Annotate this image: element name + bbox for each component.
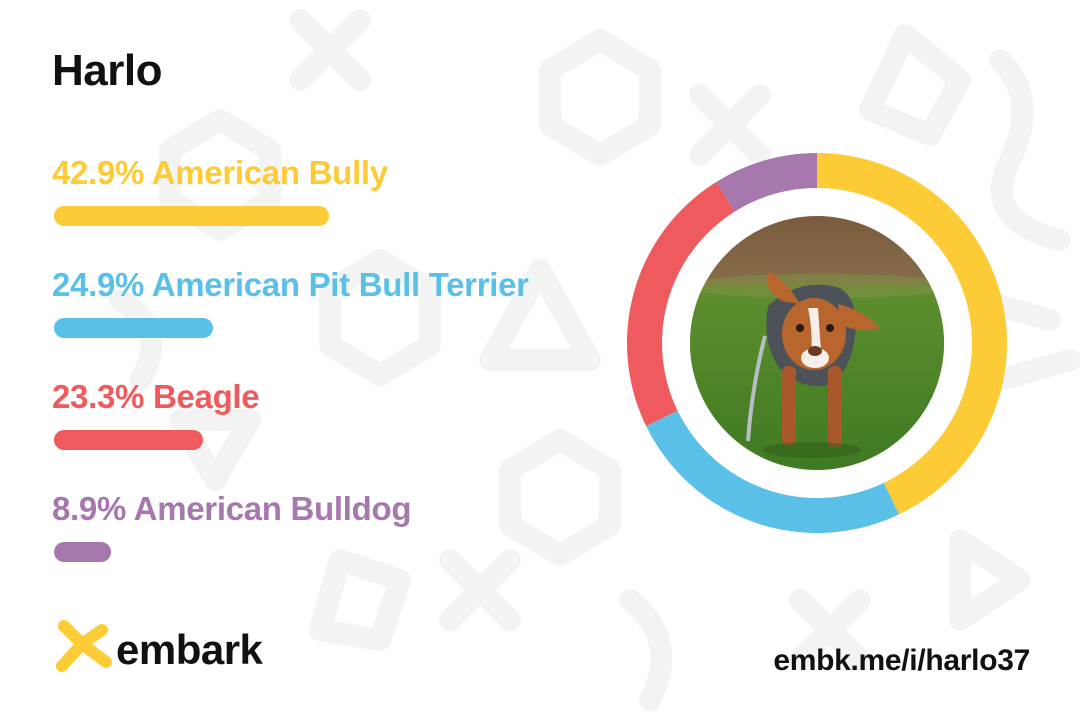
- breed-row: 24.9% American Pit Bull Terrier: [52, 262, 612, 352]
- embark-star-icon: [56, 620, 112, 672]
- dog-name-title: Harlo: [52, 46, 162, 95]
- donut-slice-american-bulldog: [716, 153, 817, 212]
- donut-slice-american-bully: [817, 153, 1008, 515]
- breed-row: 42.9% American Bully: [52, 150, 612, 240]
- embark-logo-text: embark: [116, 626, 263, 673]
- donut-slice-beagle: [627, 181, 735, 427]
- breed-bar: [54, 430, 204, 450]
- donut-slice-american-pit-bull-terrier: [646, 410, 899, 533]
- breed-bar: [54, 542, 111, 562]
- breed-row: 23.3% Beagle: [52, 374, 612, 464]
- breed-row: 8.9% American Bulldog: [52, 486, 612, 576]
- breed-bar: [54, 318, 214, 338]
- breed-label: 42.9% American Bully: [52, 154, 388, 191]
- breed-bar: [54, 206, 329, 226]
- breed-label: 23.3% Beagle: [52, 378, 260, 415]
- share-url: embk.me/i/harlo37: [773, 644, 1030, 677]
- embark-logo: embark: [52, 616, 292, 682]
- breed-label: 24.9% American Pit Bull Terrier: [52, 266, 529, 303]
- breed-label: 8.9% American Bulldog: [52, 490, 412, 527]
- dog-photo: [690, 216, 944, 470]
- breed-donut-chart: [627, 153, 1008, 533]
